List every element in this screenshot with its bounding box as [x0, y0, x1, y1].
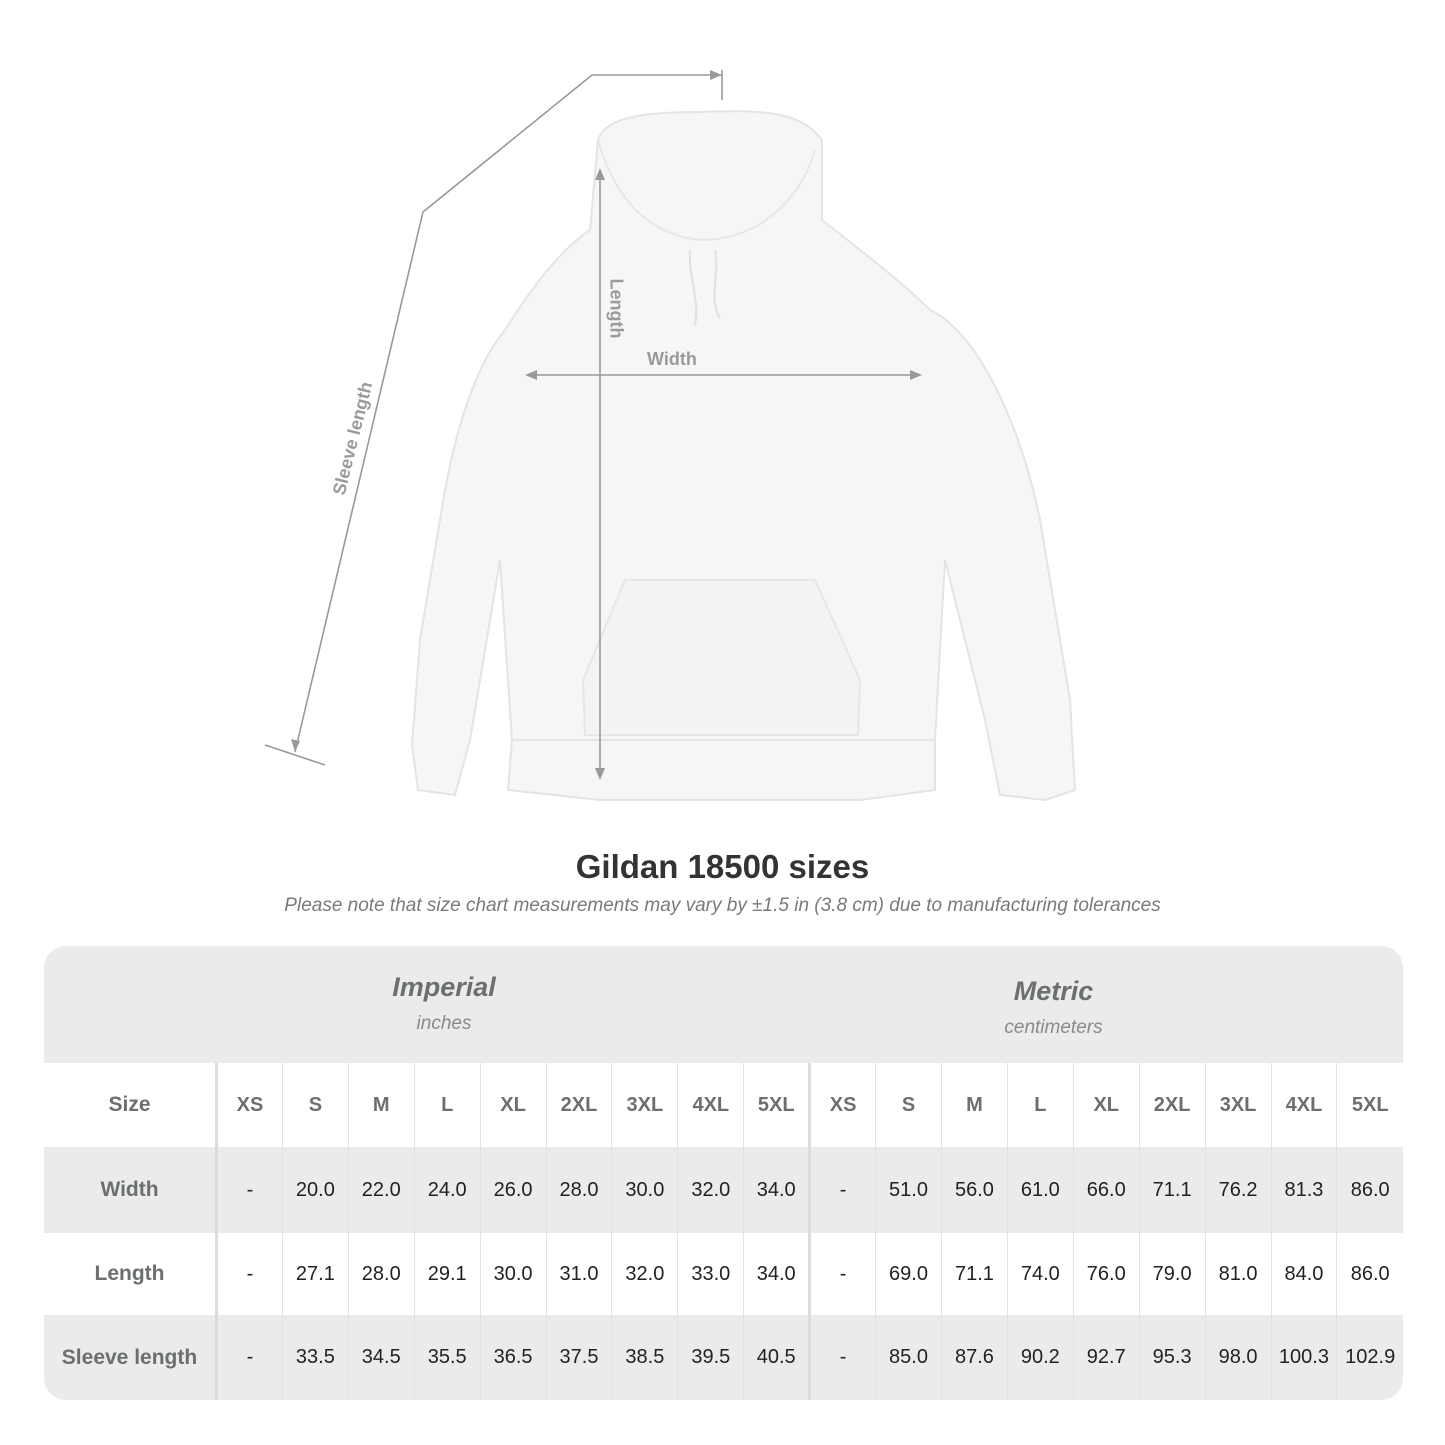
table-row: Sleeve length -33.5 34.5 35.5 36.5 37.5 38.5 39…	[44, 1315, 1403, 1400]
metric-cell: 71.1	[940, 1233, 1008, 1315]
metric-cell: 56.0	[940, 1147, 1008, 1233]
metric-header: Metric centimeters	[844, 946, 1403, 1063]
imperial-size-m: M	[347, 1063, 415, 1147]
imperial-size-3xl: 3XL	[611, 1063, 678, 1147]
size-label: Size	[44, 1063, 218, 1147]
imperial-cell: -	[216, 1233, 283, 1315]
hoodie-illustration	[410, 110, 1077, 802]
imperial-cell: 27.1	[281, 1233, 349, 1315]
metric-cell: 81.0	[1204, 1233, 1271, 1315]
imperial-cell: 34.5	[347, 1315, 415, 1400]
imperial-cell: 24.0	[413, 1147, 481, 1233]
metric-cell: 85.0	[875, 1315, 942, 1400]
metric-cell: 87.6	[940, 1315, 1008, 1400]
imperial-cell: 28.0	[545, 1147, 612, 1233]
metric-cell: 69.0	[875, 1233, 942, 1315]
size-table: Size XS S M L XL 2XL 3XL 4XL 5XL XS S M L XL 2XL 3XL 4XL 5…	[44, 1063, 1403, 1400]
dimension-lines	[264, 70, 918, 776]
metric-size-m: M	[940, 1063, 1008, 1147]
imperial-cell: 39.5	[677, 1315, 744, 1400]
metric-cell: 95.3	[1138, 1315, 1206, 1400]
metric-cell: 92.7	[1072, 1315, 1140, 1400]
imperial-cell: 38.5	[611, 1315, 678, 1400]
imperial-size-xl: XL	[479, 1063, 547, 1147]
metric-cell: -	[808, 1147, 876, 1233]
imperial-cell: 20.0	[281, 1147, 349, 1233]
metric-cell: 84.0	[1270, 1233, 1337, 1315]
table-row: Width -20.0 22.0 24.0 26.0 28.0 30.0 32.0 34.0-5…	[44, 1147, 1403, 1233]
metric-size-5xl: 5XL	[1336, 1063, 1403, 1147]
imperial-cell: 35.5	[413, 1315, 481, 1400]
imperial-size-4xl: 4XL	[677, 1063, 744, 1147]
metric-size-2xl: 2XL	[1138, 1063, 1206, 1147]
metric-cell: 76.2	[1204, 1147, 1271, 1233]
metric-size-4xl: 4XL	[1270, 1063, 1337, 1147]
imperial-cell: 34.0	[743, 1233, 810, 1315]
imperial-cell: 33.5	[281, 1315, 349, 1400]
size-table-card: Imperial inches Metric centimeters Size X…	[44, 946, 1403, 1400]
imperial-size-5xl: 5XL	[743, 1063, 810, 1147]
imperial-cell: 36.5	[479, 1315, 547, 1400]
imperial-unit: inches	[416, 1013, 472, 1034]
metric-cell: -	[808, 1315, 876, 1400]
imperial-cell: -	[216, 1315, 283, 1400]
metric-cell: -	[808, 1233, 876, 1315]
imperial-cell: 32.0	[611, 1233, 678, 1315]
metric-unit: centimeters	[1004, 1017, 1103, 1038]
metric-cell: 102.9	[1336, 1315, 1403, 1400]
metric-cell: 61.0	[1006, 1147, 1074, 1233]
imperial-cell: 29.1	[413, 1233, 481, 1315]
imperial-title: Imperial	[392, 972, 496, 1002]
imperial-cell: 30.0	[479, 1233, 547, 1315]
hoodie-diagram	[264, 70, 1077, 802]
length-label: Length	[606, 278, 627, 339]
imperial-cell: 33.0	[677, 1233, 744, 1315]
imperial-size-l: L	[413, 1063, 481, 1147]
row-label: Sleeve length	[44, 1315, 218, 1400]
metric-cell: 98.0	[1204, 1315, 1271, 1400]
imperial-cell: 22.0	[347, 1147, 415, 1233]
table-row: Length -27.1 28.0 29.1 30.0 31.0 32.0 33.0 34.0-…	[44, 1233, 1403, 1315]
imperial-cell: 34.0	[743, 1147, 810, 1233]
metric-cell: 71.1	[1138, 1147, 1206, 1233]
metric-cell: 100.3	[1270, 1315, 1337, 1400]
page-title: Gildan 18500 sizes	[575, 848, 870, 885]
metric-size-xl: XL	[1072, 1063, 1140, 1147]
metric-cell: 76.0	[1072, 1233, 1140, 1315]
imperial-cell: 26.0	[479, 1147, 547, 1233]
imperial-cell: 31.0	[545, 1233, 612, 1315]
imperial-cell: 28.0	[347, 1233, 415, 1315]
imperial-cell: 37.5	[545, 1315, 612, 1400]
imperial-cell: 32.0	[677, 1147, 744, 1233]
metric-size-3xl: 3XL	[1204, 1063, 1271, 1147]
size-header-row: Size XS S M L XL 2XL 3XL 4XL 5XL XS S M L XL 2XL 3XL 4XL 5…	[44, 1063, 1403, 1147]
metric-cell: 66.0	[1072, 1147, 1140, 1233]
metric-cell: 51.0	[875, 1147, 942, 1233]
row-label: Length	[44, 1233, 218, 1315]
width-label: Width	[647, 349, 697, 369]
metric-title: Metric	[1013, 976, 1094, 1006]
metric-cell: 74.0	[1006, 1233, 1074, 1315]
metric-cell: 86.0	[1336, 1233, 1403, 1315]
imperial-size-2xl: 2XL	[545, 1063, 612, 1147]
tolerance-note: Please note that size chart measurements…	[284, 895, 1161, 916]
metric-size-xs: XS	[808, 1063, 876, 1147]
metric-cell: 86.0	[1336, 1147, 1403, 1233]
metric-size-l: L	[1006, 1063, 1074, 1147]
metric-cell: 81.3	[1270, 1147, 1337, 1233]
metric-cell: 79.0	[1138, 1233, 1206, 1315]
imperial-cell: -	[216, 1147, 283, 1233]
imperial-cell: 40.5	[743, 1315, 810, 1400]
imperial-cell: 30.0	[611, 1147, 678, 1233]
row-label: Width	[44, 1147, 218, 1233]
metric-cell: 90.2	[1006, 1315, 1074, 1400]
imperial-header: Imperial inches	[44, 946, 844, 1063]
sleeve-length-line	[294, 74, 722, 753]
imperial-size-s: S	[281, 1063, 349, 1147]
metric-size-s: S	[875, 1063, 942, 1147]
imperial-size-xs: XS	[216, 1063, 283, 1147]
